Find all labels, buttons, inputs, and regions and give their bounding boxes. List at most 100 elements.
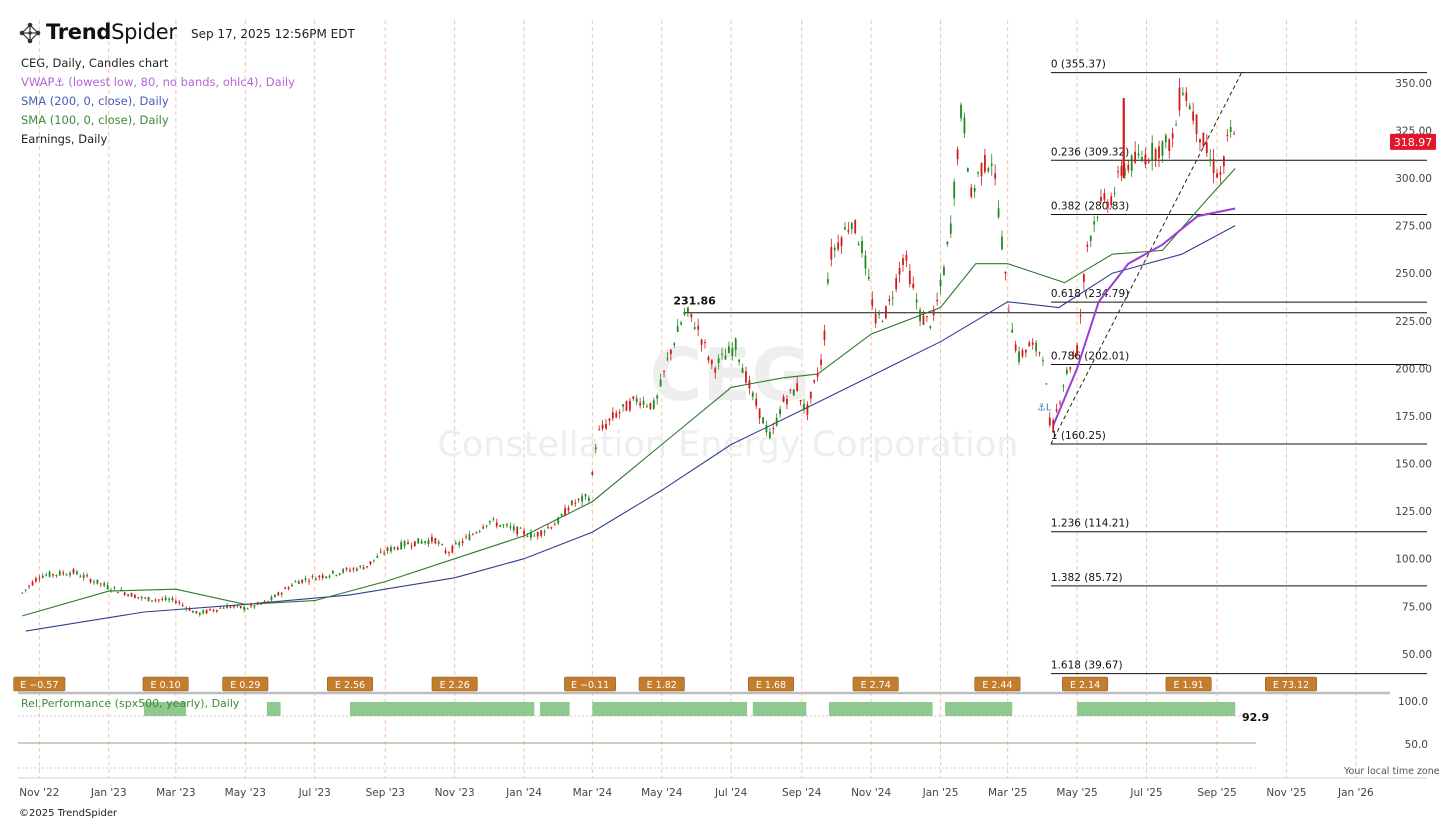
candle bbox=[1089, 234, 1092, 248]
candle bbox=[468, 530, 471, 541]
candle-body bbox=[857, 243, 860, 246]
y-tick-label: 350.00 bbox=[1395, 78, 1432, 90]
candle-body bbox=[789, 389, 792, 391]
candle bbox=[502, 523, 505, 528]
fib-label-1.618: 1.618 (39.67) bbox=[1051, 660, 1123, 672]
candle-body bbox=[844, 227, 846, 230]
candle bbox=[400, 539, 403, 551]
candle bbox=[1042, 356, 1044, 366]
candle bbox=[1161, 140, 1164, 163]
fib-label-1: 1 (160.25) bbox=[1051, 430, 1106, 442]
candle bbox=[1004, 271, 1007, 281]
earnings-badge[interactable]: E −0.11 bbox=[564, 676, 617, 692]
candle bbox=[229, 605, 232, 609]
rel-perf-tick-label: 100.0 bbox=[1398, 696, 1428, 708]
earnings-badge[interactable]: E 2.74 bbox=[852, 676, 899, 692]
candle bbox=[332, 570, 334, 575]
x-tick-label: Nov '25 bbox=[1266, 787, 1306, 799]
candle bbox=[96, 579, 99, 585]
earnings-badge[interactable]: E 2.26 bbox=[431, 676, 478, 692]
candle-body bbox=[1212, 158, 1215, 173]
y-tick-label: 50.00 bbox=[1402, 649, 1432, 661]
candle bbox=[646, 403, 648, 408]
candle bbox=[1164, 133, 1167, 149]
candle bbox=[352, 566, 355, 573]
candle-body bbox=[796, 383, 799, 391]
candle bbox=[748, 375, 751, 395]
candle bbox=[465, 534, 467, 540]
candle bbox=[454, 540, 457, 545]
candle-body bbox=[847, 229, 850, 232]
candle-body bbox=[963, 117, 966, 134]
candle bbox=[127, 593, 129, 597]
candle bbox=[103, 581, 106, 587]
legend-item[interactable]: SMA (200, 0, close), Daily bbox=[21, 94, 169, 108]
x-tick-label: Sep '23 bbox=[366, 787, 405, 799]
legend-item[interactable]: Earnings, Daily bbox=[21, 132, 108, 146]
candle bbox=[69, 570, 71, 578]
candle-body bbox=[741, 368, 744, 373]
earnings-badge-box bbox=[747, 676, 794, 692]
candle bbox=[956, 146, 959, 166]
earnings-badge-label: E 2.14 bbox=[1070, 680, 1100, 691]
candle bbox=[1011, 322, 1014, 333]
candle bbox=[171, 596, 174, 603]
candle-body bbox=[888, 299, 891, 302]
candle-body bbox=[1141, 157, 1143, 161]
candle-body bbox=[1233, 133, 1236, 135]
candle bbox=[530, 529, 532, 541]
legend-item[interactable]: SMA (100, 0, close), Daily bbox=[21, 113, 169, 127]
candle-body bbox=[663, 370, 665, 372]
candle bbox=[1028, 340, 1031, 347]
timezone-note[interactable]: Your local time zone bbox=[1344, 766, 1440, 777]
candle-body bbox=[1014, 344, 1017, 351]
candle bbox=[390, 544, 392, 554]
candle-body bbox=[861, 240, 863, 253]
candle-body bbox=[168, 599, 170, 601]
candle bbox=[1192, 102, 1195, 125]
x-tick-label: Sep '24 bbox=[782, 787, 822, 799]
candle bbox=[1103, 188, 1106, 204]
candle-body bbox=[229, 606, 232, 608]
candle bbox=[697, 318, 700, 337]
candle-body bbox=[454, 542, 457, 545]
candle bbox=[611, 407, 614, 421]
candle bbox=[239, 606, 242, 609]
earnings-badge[interactable]: E 2.44 bbox=[974, 676, 1021, 692]
candle-body bbox=[1219, 172, 1222, 175]
earnings-badge[interactable]: E 1.68 bbox=[747, 676, 794, 692]
earnings-badge[interactable]: E 1.82 bbox=[638, 676, 685, 692]
candle bbox=[666, 351, 669, 362]
candle bbox=[588, 495, 590, 503]
candle-body bbox=[304, 578, 307, 580]
candle bbox=[789, 388, 792, 394]
candle bbox=[185, 606, 188, 612]
candle-body bbox=[1038, 352, 1041, 354]
earnings-badge[interactable]: E 1.91 bbox=[1165, 676, 1212, 692]
candle-body bbox=[953, 181, 956, 199]
legend-item[interactable]: CEG, Daily, Candles chart bbox=[21, 56, 169, 70]
candle-body bbox=[864, 255, 867, 269]
candle-body bbox=[1042, 359, 1044, 361]
candle-body bbox=[919, 309, 921, 322]
candle bbox=[523, 527, 525, 538]
earnings-badge[interactable]: E 0.10 bbox=[142, 676, 189, 692]
earnings-badge[interactable]: E 0.29 bbox=[222, 676, 269, 692]
candle-body bbox=[990, 163, 993, 166]
earnings-badge[interactable]: E −0.57 bbox=[13, 676, 66, 692]
candle-body bbox=[611, 412, 614, 419]
earnings-badge[interactable]: E 73.12 bbox=[1265, 676, 1317, 692]
candle-body bbox=[867, 276, 870, 279]
candle-body bbox=[134, 595, 136, 599]
candle-body bbox=[86, 575, 89, 577]
candle bbox=[912, 276, 915, 290]
earnings-badge[interactable]: E 2.56 bbox=[326, 676, 373, 692]
candle bbox=[700, 338, 703, 352]
legend-item[interactable]: VWAP⚓ (lowest low, 80, no bands, ohlc4),… bbox=[21, 75, 295, 89]
earnings-badge[interactable]: E 2.14 bbox=[1062, 676, 1109, 692]
candle bbox=[710, 359, 713, 370]
candle-body bbox=[123, 592, 126, 595]
candle-body bbox=[608, 418, 611, 421]
candle bbox=[649, 402, 652, 411]
